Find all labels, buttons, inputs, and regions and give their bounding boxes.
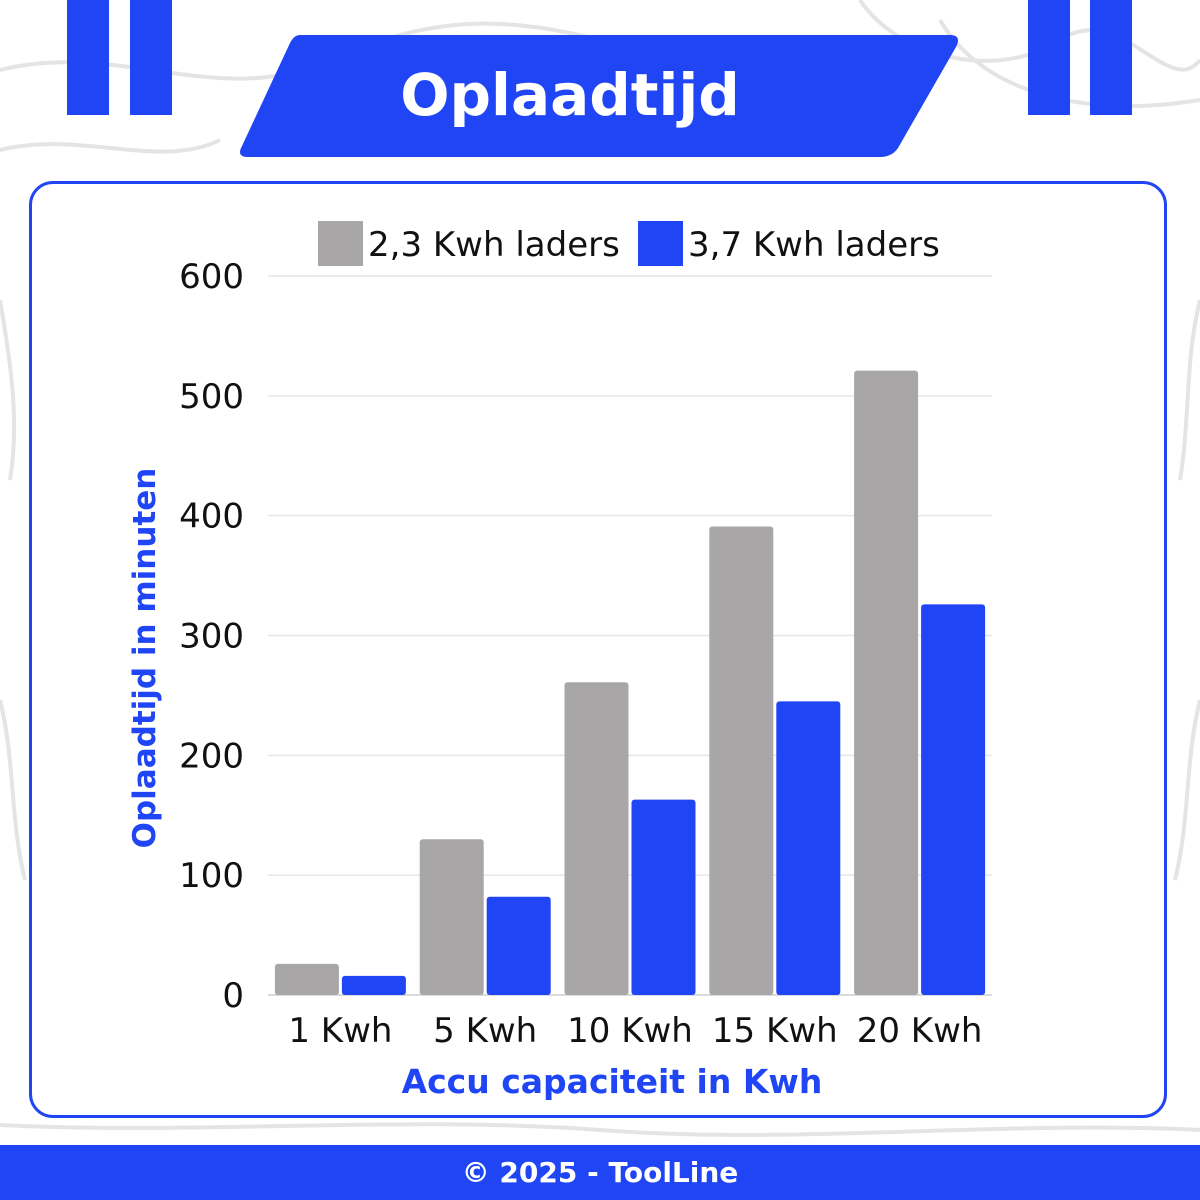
x-tick-label: 1 Kwh — [288, 1011, 392, 1051]
bar-blue-5-kwh — [486, 896, 551, 995]
decor-stripe-left-2 — [130, 0, 172, 115]
y-tick-label: 0 — [222, 976, 244, 1016]
bar-blue-15-kwh — [776, 701, 841, 995]
x-tick-label: 5 Kwh — [433, 1011, 537, 1051]
x-tick-label: 10 Kwh — [567, 1011, 693, 1051]
footer-copyright: © 2025 - ToolLine — [0, 1145, 1200, 1200]
decor-stripe-right-2 — [1090, 0, 1132, 115]
bar-gray-5-kwh — [419, 839, 484, 995]
legend-label: 3,7 Kwh laders — [688, 225, 940, 265]
bar-gray-1-kwh — [274, 963, 339, 995]
x-axis-label: Accu capaciteit in Kwh — [402, 1062, 823, 1101]
title-banner — [240, 35, 958, 157]
page-title: Oplaadtijd — [400, 61, 740, 129]
y-axis-label: Oplaadtijd in minuten — [127, 468, 163, 849]
x-tick-label: 20 Kwh — [857, 1011, 983, 1051]
bar-blue-1-kwh — [341, 975, 406, 995]
y-tick-label: 200 — [179, 736, 244, 776]
legend-swatch — [638, 221, 683, 266]
x-tick-label: 15 Kwh — [712, 1011, 838, 1051]
bar-blue-10-kwh — [631, 799, 696, 995]
legend-swatch — [318, 221, 363, 266]
legend-label: 2,3 Kwh laders — [368, 225, 620, 265]
y-tick-label: 300 — [179, 617, 244, 657]
y-tick-label: 100 — [179, 856, 244, 896]
y-tick-label: 500 — [179, 377, 244, 417]
bar-blue-20-kwh — [921, 604, 986, 995]
bar-gray-15-kwh — [709, 526, 774, 995]
bar-gray-10-kwh — [564, 682, 629, 995]
bar-gray-20-kwh — [854, 370, 919, 995]
decor-stripe-right-1 — [1028, 0, 1070, 115]
y-tick-label: 400 — [179, 497, 244, 537]
y-tick-label: 600 — [179, 257, 244, 297]
decor-stripe-left-1 — [67, 0, 109, 115]
